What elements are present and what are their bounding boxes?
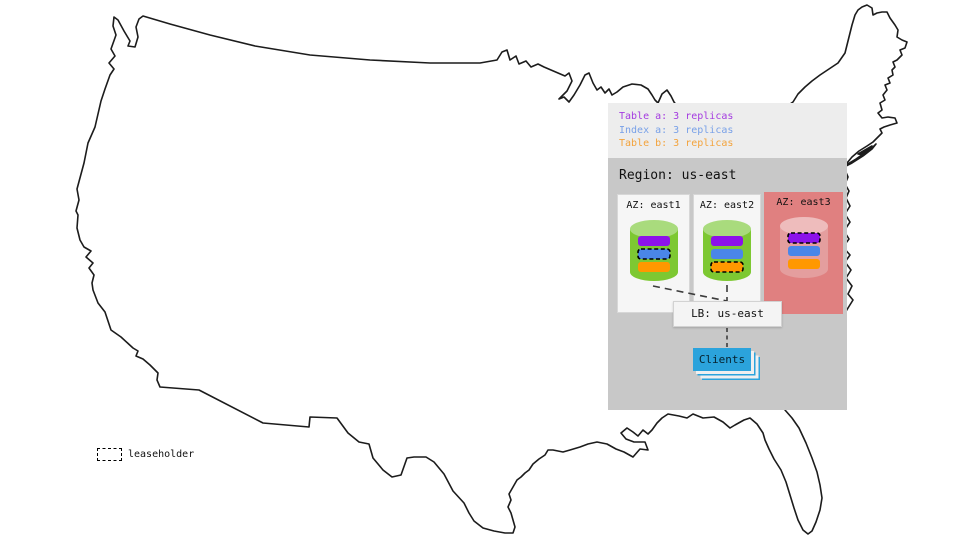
replica-bar-index-a [711, 249, 743, 259]
replica-bar-table-a [711, 236, 743, 246]
database-cylinder-icon [779, 217, 828, 278]
az-label: AZ: east2 [699, 200, 755, 211]
az-label: AZ: east3 [776, 197, 831, 208]
region-panel: Region: us-east AZ: east1 AZ: east2 [608, 158, 847, 410]
leaseholder-label: leaseholder [128, 449, 195, 460]
long-island-outline [845, 143, 877, 167]
replica-bar-table-b [637, 262, 670, 272]
clients-box: Clients [693, 348, 751, 371]
az-box-east2: AZ: east2 [693, 194, 761, 313]
replica-bar-table-b [787, 259, 820, 269]
replica-bar-table-a [637, 236, 670, 246]
database-cylinder-icon [703, 220, 751, 281]
long-island-arrow [857, 145, 873, 156]
replica-bar-table-a [786, 232, 821, 244]
database-cylinder-icon [629, 220, 678, 281]
legend-item-table-a: Table a: 3 replicas [619, 111, 734, 122]
legend-item-table-b: Table b: 3 replicas [619, 138, 734, 149]
legend-item-index-a: Index a: 3 replicas [619, 124, 734, 136]
replica-legend-panel: Table a: 3 replicas Index a: 3 replicas … [608, 103, 847, 158]
replica-bar-index-a [787, 246, 820, 256]
az-box-east1: AZ: east1 [617, 194, 690, 313]
replica-bar-index-a [636, 248, 671, 260]
leaseholder-legend: leaseholder [97, 448, 194, 461]
load-balancer-box: LB: us-east [673, 301, 782, 327]
az-box-east3: AZ: east3 [764, 192, 843, 314]
region-title: Region: us-east [619, 168, 737, 183]
leaseholder-swatch-icon [97, 448, 122, 461]
replica-bar-table-b [710, 261, 744, 273]
az-label: AZ: east1 [626, 200, 681, 211]
